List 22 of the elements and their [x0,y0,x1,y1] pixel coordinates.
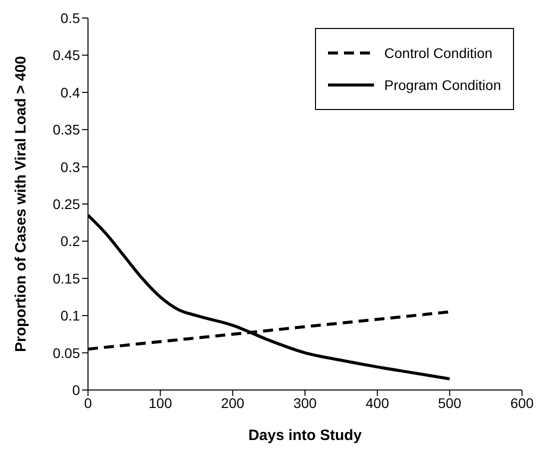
y-tick-label: 0.1 [60,308,80,324]
y-tick-label: 0.4 [60,84,80,100]
y-tick-label: 0 [72,382,80,398]
y-tick-label: 0.2 [60,233,80,250]
y-tick-label: 0.35 [52,122,80,138]
x-tick-label: 200 [220,394,245,411]
legend-label: Control Condition [384,45,492,61]
x-tick-label: 0 [84,394,92,411]
y-tick-label: 0.5 [60,10,80,26]
x-tick-label: 600 [510,394,534,411]
y-tick-label: 0.05 [52,344,80,361]
y-tick-label: 0.3 [60,158,80,175]
y-tick-label: 0.25 [52,196,80,212]
x-tick-label: 500 [438,394,462,411]
y-tick-label: 0.15 [52,270,80,286]
legend-label: Program Condition [384,77,501,93]
x-tick-label: 400 [366,394,390,411]
x-tick-label: 100 [148,394,172,411]
x-tick-label: 300 [293,394,317,411]
y-axis-title: Proportion of Cases with Viral Load > 400 [12,56,30,352]
x-axis-title: Days into Study [248,427,362,444]
y-tick-label: 0.45 [52,47,80,64]
